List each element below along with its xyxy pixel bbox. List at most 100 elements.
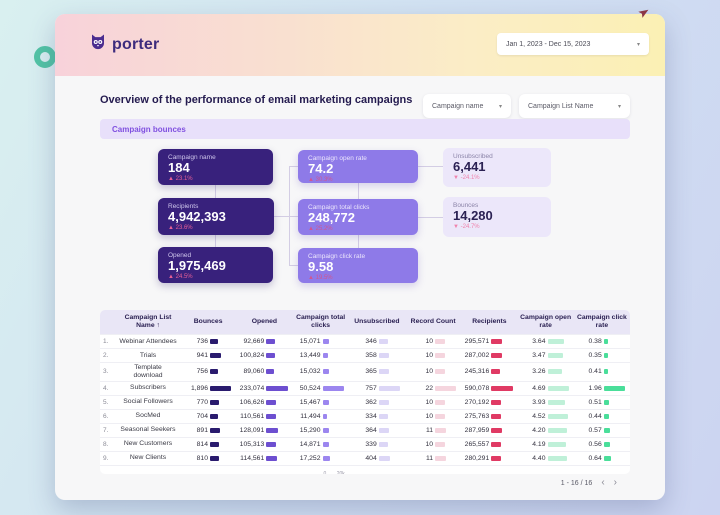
scorecard-delta: ▲ 23.6%	[168, 224, 193, 231]
scorecard-delta: ▲ 23.1%	[168, 175, 193, 182]
connector-line	[215, 183, 216, 198]
metric-clicks: 15,290	[293, 427, 349, 434]
campaign-list-name-filter[interactable]: Campaign List Name ▾	[519, 94, 630, 118]
campaign-list-name: Social Followers	[123, 398, 173, 406]
scorecard-delta: ▼ -24.1%	[453, 174, 480, 181]
metric-click_rate: 1.96	[574, 385, 630, 392]
scorecard-value: 1,975,469	[168, 258, 226, 273]
campaign-list-name: Subscribers	[130, 384, 166, 392]
scorecard-delta: ▲ 24.5%	[168, 273, 193, 280]
scorecard-value: 14,280	[453, 208, 493, 223]
mini-bar	[210, 427, 220, 433]
column-header-campaign-total-clicks[interactable]: Campaign total clicks	[296, 314, 346, 329]
column-header-campaign-list-name[interactable]: Campaign List Name ↑	[124, 314, 172, 329]
date-range-select[interactable]: Jan 1, 2023 - Dec 15, 2023 ▾	[497, 33, 649, 55]
mini-bar	[603, 399, 610, 405]
connector-line	[418, 217, 443, 218]
metric-opened: 114,561	[236, 455, 292, 462]
next-page-button[interactable]: ›	[613, 477, 617, 488]
metric-open_rate: 4.40	[518, 455, 574, 462]
scorecard-value: 9.58	[308, 259, 334, 274]
metric-record_count: 10	[405, 368, 461, 375]
owl-logo-icon	[89, 33, 107, 56]
scorecard-label: Campaign total clicks	[308, 204, 370, 211]
column-header-opened[interactable]: Opened	[251, 318, 278, 326]
mini-bar	[603, 413, 609, 419]
scorecard-label: Unsubscribed	[453, 153, 493, 160]
column-header-campaign-click-rate[interactable]: Campaign click rate	[576, 314, 627, 329]
metric-open_rate: 3.26	[518, 368, 574, 375]
mini-bar	[210, 353, 221, 358]
axis-min-label: 0	[323, 470, 327, 474]
metric-clicks: 15,071	[293, 338, 349, 345]
mini-bar	[210, 385, 232, 391]
campaign-list-name-filter-label: Campaign List Name	[528, 102, 594, 110]
pagination-label: 1 - 16 / 16	[560, 479, 593, 487]
campaign-list-name: Webinar Attendees	[119, 337, 177, 345]
metric-opened: 106,626	[236, 399, 292, 406]
row-index: 1.	[103, 338, 109, 345]
metric-open_rate: 4.69	[518, 385, 574, 392]
column-header-record-count[interactable]: Record Count	[410, 318, 456, 326]
scorecard-recipients: Recipients 4,942,393 ▲ 23.6%	[158, 198, 274, 235]
metric-recipients: 280,291	[461, 455, 517, 462]
mini-bar	[266, 339, 275, 344]
mini-bar	[547, 353, 564, 358]
mini-bar	[547, 427, 567, 433]
metric-clicks: 17,252	[293, 455, 349, 462]
row-index: 9.	[103, 454, 109, 462]
mini-bar	[378, 353, 389, 358]
metric-record_count: 11	[405, 455, 461, 462]
connector-line	[215, 235, 216, 247]
scorecard-delta: ▲ 19.5%	[308, 274, 333, 281]
mini-bar	[378, 385, 400, 391]
table-row: 2. Trials 941 100,824 13,449 358 10 287,002 3.47…	[100, 348, 630, 362]
metric-bounces: 756	[180, 368, 236, 375]
mini-bar	[491, 385, 513, 391]
metric-record_count: 10	[405, 399, 461, 406]
mini-bar	[435, 413, 445, 419]
metric-unsubscribed: 346	[349, 338, 405, 345]
mini-bar	[266, 399, 276, 405]
mini-bar	[378, 441, 389, 447]
mini-bar	[378, 413, 389, 419]
column-header-bounces[interactable]: Bounces	[193, 318, 223, 326]
metric-clicks: 50,524	[293, 385, 349, 392]
metric-open_rate: 4.20	[518, 427, 574, 434]
metric-recipients: 245,316	[461, 368, 517, 375]
table-header: Campaign List Name ↑ Bounces Opened Campaig…	[100, 310, 630, 334]
mini-bar	[210, 339, 219, 344]
section-header-campaign-bounces: Campaign bounces	[100, 119, 630, 139]
metric-record_count: 10	[405, 441, 461, 448]
metric-bounces: 810	[180, 455, 236, 462]
mini-bar	[435, 455, 446, 461]
mini-bar	[322, 369, 329, 375]
mini-bar	[547, 369, 563, 375]
metric-record_count: 22	[405, 385, 461, 392]
mini-bar	[210, 369, 219, 375]
column-header-unsubscribed[interactable]: Unsubscribed	[354, 318, 400, 326]
column-header-campaign-open-rate[interactable]: Campaign open rate	[520, 314, 572, 329]
campaign-list-name: SocMed	[135, 412, 161, 420]
mini-bar	[491, 353, 502, 358]
metric-click_rate: 0.57	[574, 427, 630, 434]
column-header-recipients[interactable]: Recipients	[472, 318, 507, 326]
metric-recipients: 287,959	[461, 427, 517, 434]
campaigns-table: Campaign List Name ↑ Bounces Opened Campaig…	[100, 310, 630, 474]
mini-bar	[491, 427, 502, 433]
scorecard-opened: Opened 1,975,469 ▲ 24.5%	[158, 247, 273, 283]
prev-page-button[interactable]: ‹	[601, 477, 605, 488]
table-body: 1. Webinar Attendees 736 92,669 15,071 346 10 2…	[100, 334, 630, 465]
mini-bar	[322, 455, 330, 461]
chevron-down-icon: ▾	[617, 103, 621, 110]
mini-bar	[547, 413, 568, 419]
scorecard-delta: ▲ 25.2%	[308, 225, 333, 232]
mini-bar	[210, 441, 220, 447]
scorecard-label: Campaign click rate	[308, 253, 366, 260]
metric-unsubscribed: 334	[349, 413, 405, 420]
campaign-name-filter[interactable]: Campaign name ▾	[423, 94, 511, 118]
metric-opened: 92,669	[236, 338, 292, 345]
row-index: 4.	[103, 384, 109, 392]
campaign-list-name: New Customers	[123, 440, 173, 448]
cursor-icon	[637, 7, 650, 25]
